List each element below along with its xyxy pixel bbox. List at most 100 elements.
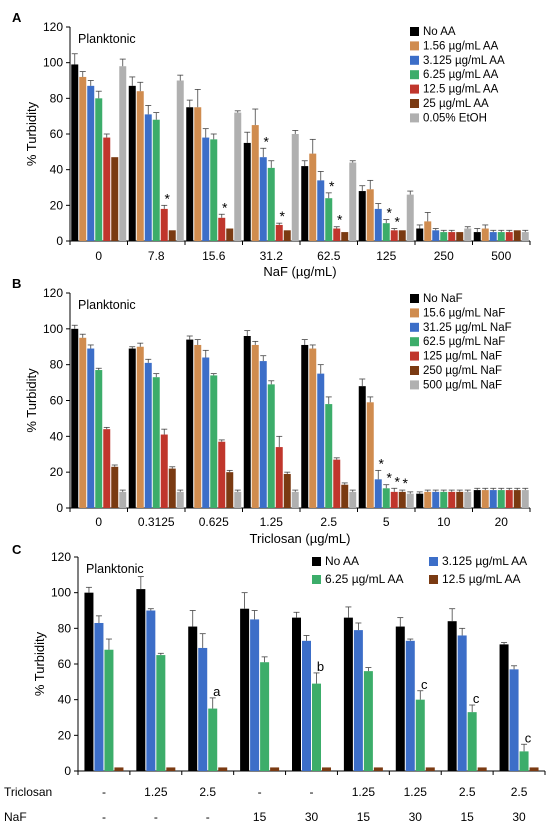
bar-1-56-g-ml-aa-5 xyxy=(366,189,374,241)
significance-label: b xyxy=(317,659,324,674)
y-tick-label: 20 xyxy=(50,465,64,479)
triclosan-value: 2.5 xyxy=(199,785,216,799)
legend-entry: 6.25 µg/mL AA xyxy=(423,69,499,81)
bar-1-56-g-ml-aa-2 xyxy=(194,107,202,241)
bar-no-aa-4 xyxy=(301,166,309,241)
bar-1-56-g-ml-aa-7 xyxy=(481,228,489,241)
bar-250-g-ml-naf-5 xyxy=(398,491,406,508)
bar-6-25-g-ml-aa-2 xyxy=(208,708,218,771)
bar-no-naf-1 xyxy=(128,348,136,508)
significance-label: * xyxy=(329,178,335,194)
y-tick-label: 80 xyxy=(58,621,72,635)
x-tick-label: 0.3125 xyxy=(138,515,175,529)
bar-0-05-etoh-7 xyxy=(521,232,529,241)
bar-no-aa-5 xyxy=(343,617,353,771)
bar-12-5-g-ml-aa-3 xyxy=(275,224,283,241)
bar-1-56-g-ml-aa-1 xyxy=(136,91,144,241)
x-tick-label: 0.625 xyxy=(199,515,229,529)
triclosan-value: 1.25 xyxy=(352,785,376,799)
legend-swatch xyxy=(312,575,321,584)
legend-entry: No AA xyxy=(325,554,359,568)
bar-3-125-g-ml-aa-1 xyxy=(144,114,152,241)
bar-3-125-g-ml-aa-7 xyxy=(489,232,497,241)
bar-3-125-g-ml-aa-2 xyxy=(202,137,210,241)
bar-15-6-g-ml-naf-7 xyxy=(481,490,489,508)
y-tick-label: 60 xyxy=(50,127,64,141)
bar-no-naf-0 xyxy=(71,328,79,508)
bar-3-125-g-ml-aa-0 xyxy=(94,622,104,771)
y-axis-label: % Turbidity xyxy=(32,631,47,696)
bar-31-25-g-ml-naf-5 xyxy=(374,479,382,508)
y-tick-label: 40 xyxy=(50,429,64,443)
bar-125-g-ml-naf-6 xyxy=(448,491,456,508)
y-tick-label: 80 xyxy=(50,91,64,105)
naf-value: 30 xyxy=(305,810,319,824)
bar-125-g-ml-naf-1 xyxy=(160,434,168,508)
bar-500-g-ml-naf-2 xyxy=(234,491,242,508)
bar-1-56-g-ml-aa-3 xyxy=(251,125,259,241)
bar-125-g-ml-naf-7 xyxy=(505,490,513,508)
legend-swatch xyxy=(429,575,438,584)
bar-no-naf-6 xyxy=(416,493,424,508)
bar-3-125-g-ml-aa-3 xyxy=(259,157,267,241)
bar-15-6-g-ml-naf-3 xyxy=(251,344,259,508)
legend-entry: 250 µg/mL NaF xyxy=(423,365,502,377)
bar-12-5-g-ml-aa-4 xyxy=(333,228,341,241)
bar-31-25-g-ml-naf-2 xyxy=(202,357,210,508)
significance-label: * xyxy=(165,190,171,206)
bar-no-naf-7 xyxy=(473,490,481,508)
x-axis-label: NaF (µg/mL) xyxy=(263,264,336,279)
legend-entry: 500 µg/mL NaF xyxy=(423,379,502,391)
y-tick-label: 0 xyxy=(64,764,71,778)
bar-12-5-g-ml-aa-8 xyxy=(529,767,539,771)
bar-25-g-ml-aa-5 xyxy=(398,230,406,241)
bar-no-aa-1 xyxy=(136,589,146,771)
bar-no-aa-6 xyxy=(395,626,405,771)
naf-value: 30 xyxy=(512,810,526,824)
legend-entry: 1.56 µg/mL AA xyxy=(423,40,499,52)
bar-no-aa-7 xyxy=(473,232,481,241)
bar-500-g-ml-naf-5 xyxy=(406,493,414,508)
bar-12-5-g-ml-aa-0 xyxy=(103,137,111,241)
bar-31-25-g-ml-naf-0 xyxy=(87,348,95,508)
bar-125-g-ml-naf-0 xyxy=(103,429,111,508)
legend-swatch xyxy=(312,557,321,566)
bar-15-6-g-ml-naf-1 xyxy=(136,346,144,508)
bar-25-g-ml-aa-6 xyxy=(456,232,464,241)
bar-no-aa-6 xyxy=(416,228,424,241)
bar-6-25-g-ml-aa-6 xyxy=(440,232,448,241)
legend-entry: No AA xyxy=(423,26,456,38)
bar-500-g-ml-naf-0 xyxy=(119,491,127,508)
bar-0-05-etoh-4 xyxy=(349,162,357,241)
bar-no-aa-8 xyxy=(499,644,509,771)
panel-annotation: Planktonic xyxy=(78,32,136,46)
triclosan-value: 2.5 xyxy=(511,785,528,799)
bar-no-naf-4 xyxy=(301,344,309,508)
x-tick-label: 0 xyxy=(95,249,102,263)
bar-12-5-g-ml-aa-7 xyxy=(505,232,513,241)
naf-value: 15 xyxy=(253,810,267,824)
bar-31-25-g-ml-naf-4 xyxy=(317,373,325,508)
legend-entry: 25 µg/mL AA xyxy=(423,98,489,110)
y-tick-label: 60 xyxy=(58,657,72,671)
significance-label: c xyxy=(421,677,428,692)
x-tick-label: 62.5 xyxy=(317,249,341,263)
legend-entry: 3.125 µg/mL AA xyxy=(423,55,505,67)
naf-value: - xyxy=(206,810,210,824)
bar-62-5-g-ml-naf-2 xyxy=(210,375,218,508)
y-tick-label: 80 xyxy=(50,358,64,372)
legend: No NaF 15.6 µg/mL NaF 31.25 µg/mL NaF 62.5 … xyxy=(410,293,512,391)
legend: No AA 3.125 µg/mL AA 6.25 µg/mL AA 12.5 µg/… xyxy=(312,554,527,586)
significance-label: c xyxy=(473,691,480,706)
bar-6-25-g-ml-aa-7 xyxy=(467,712,477,771)
naf-value: - xyxy=(154,810,158,824)
bar-1-56-g-ml-aa-0 xyxy=(79,76,87,241)
significance-label: * xyxy=(264,133,270,149)
bar-62-5-g-ml-naf-1 xyxy=(152,377,160,508)
row-label-naf: NaF xyxy=(4,810,27,824)
bar-6-25-g-ml-aa-7 xyxy=(497,232,505,241)
bar-6-25-g-ml-aa-5 xyxy=(363,671,373,771)
bar-125-g-ml-naf-5 xyxy=(390,491,398,508)
